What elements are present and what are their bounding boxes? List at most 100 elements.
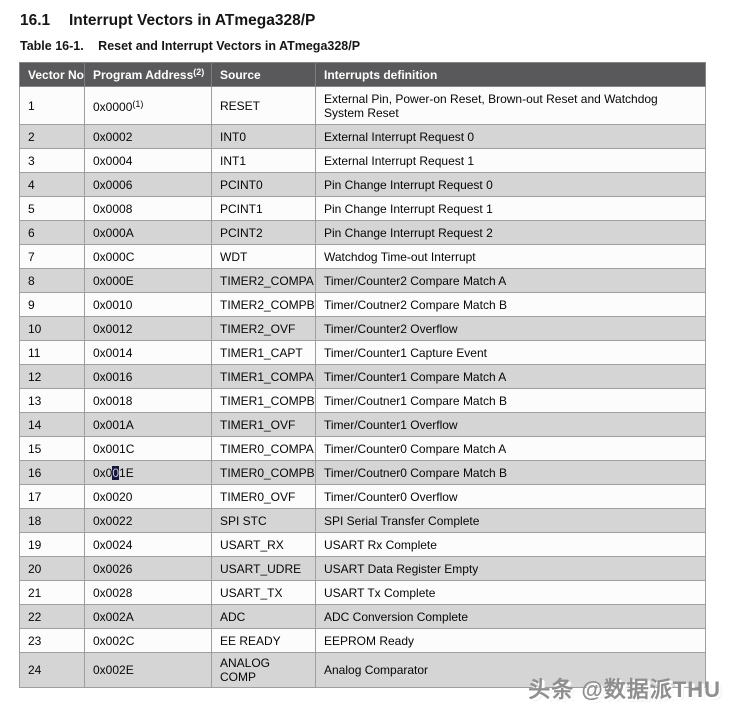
cell-program-address: 0x001C (84, 436, 212, 461)
cell-source: INT1 (211, 148, 316, 173)
cell-program-address: 0x0012 (84, 316, 212, 341)
cell-source: TIMER0_OVF (211, 484, 316, 509)
cell-source: TIMER2_COMPA (211, 268, 316, 293)
cell-vector-no: 17 (19, 484, 85, 509)
table-body: 1 0x0000(1) RESET External Pin, Power-on Re… (19, 86, 706, 688)
cell-source: ADC (211, 604, 316, 629)
table-header-row: Vector No Program Address(2) Source Interru… (19, 62, 706, 87)
cell-program-address: 0x000A (84, 220, 212, 245)
watermark: 头条 @数据派THU (528, 677, 721, 702)
cell-source: PCINT2 (211, 220, 316, 245)
cell-program-address: 0x002E (84, 652, 212, 688)
cell-program-address: 0x0022 (84, 508, 212, 533)
table-row: 1 0x0000(1) RESET External Pin, Power-on Re… (19, 86, 706, 125)
table-row: 15 0x001C TIMER0_COMPA Timer/Counter0 Compa… (19, 436, 706, 461)
table-row: 3 0x0004 INT1 External Interrupt Request 1 (19, 148, 706, 173)
table-row: 18 0x0022 SPI STC SPI Serial Transfer Compl… (19, 508, 706, 533)
cell-source: TIMER1_CAPT (211, 340, 316, 365)
cell-vector-no: 10 (19, 316, 85, 341)
cell-program-address: 0x0004 (84, 148, 212, 173)
cell-source: WDT (211, 244, 316, 269)
table-row: 24 0x002E ANALOG COMP Analog Comparator (19, 652, 706, 688)
table-row: 21 0x0028 USART_TX USART Tx Complete (19, 580, 706, 605)
table-row: 4 0x0006 PCINT0 Pin Change Interrupt Reques… (19, 172, 706, 197)
cell-interrupt-definition: Timer/Counter2 Compare Match A (315, 268, 706, 293)
cell-vector-no: 14 (19, 412, 85, 437)
cell-interrupt-definition: Timer/Counter2 Overflow (315, 316, 706, 341)
cell-vector-no: 7 (19, 244, 85, 269)
section-title: Interrupt Vectors in ATmega328/P (69, 12, 316, 29)
table-row: 20 0x0026 USART_UDRE USART Data Register Em… (19, 556, 706, 581)
cell-program-address: 0x000E (84, 268, 212, 293)
cell-interrupt-definition: Timer/Coutner2 Compare Match B (315, 292, 706, 317)
cell-source: RESET (211, 86, 316, 125)
cell-program-address: 0x0024 (84, 532, 212, 557)
cell-interrupt-definition: Timer/Counter1 Overflow (315, 412, 706, 437)
cell-vector-no: 1 (19, 86, 85, 125)
cell-interrupt-definition: ADC Conversion Complete (315, 604, 706, 629)
cell-interrupt-definition: Timer/Counter1 Compare Match A (315, 364, 706, 389)
cell-vector-no: 2 (19, 124, 85, 149)
cell-vector-no: 3 (19, 148, 85, 173)
cell-program-address: 0x000C (84, 244, 212, 269)
cell-source: USART_UDRE (211, 556, 316, 581)
table-row: 5 0x0008 PCINT1 Pin Change Interrupt Reques… (19, 196, 706, 221)
table-row: 6 0x000A PCINT2 Pin Change Interrupt Reques… (19, 220, 706, 245)
cell-source: TIMER1_COMPB (211, 388, 316, 413)
cell-interrupt-definition: USART Tx Complete (315, 580, 706, 605)
cell-program-address: 0x0028 (84, 580, 212, 605)
cell-vector-no: 9 (19, 292, 85, 317)
cell-source: PCINT1 (211, 196, 316, 221)
table-row: 11 0x0014 TIMER1_CAPT Timer/Counter1 Captur… (19, 340, 706, 365)
cell-interrupt-definition: Timer/Counter1 Capture Event (315, 340, 706, 365)
footnote-ref: (2) (193, 67, 205, 77)
interrupt-vectors-table: Vector No Program Address(2) Source Interru… (19, 62, 706, 688)
cell-vector-no: 21 (19, 580, 85, 605)
cell-program-address: 0x0010 (84, 292, 212, 317)
cell-vector-no: 8 (19, 268, 85, 293)
cell-source: TIMER0_COMPA (211, 436, 316, 461)
cell-interrupt-definition: Timer/Coutner1 Compare Match B (315, 388, 706, 413)
cell-vector-no: 22 (19, 604, 85, 629)
cell-interrupt-definition: External Pin, Power-on Reset, Brown-out … (315, 86, 706, 125)
table-caption: Table 16-1. Reset and Interrupt Vectors … (20, 39, 360, 53)
table-row: 23 0x002C EE READY EEPROM Ready (19, 628, 706, 653)
cell-interrupt-definition: USART Data Register Empty (315, 556, 706, 581)
cell-source: TIMER2_COMPB (211, 292, 316, 317)
cell-program-address: 0x0026 (84, 556, 212, 581)
cell-program-address: 0x001A (84, 412, 212, 437)
cell-program-address: 0x002C (84, 628, 212, 653)
cell-program-address: 0x002A (84, 604, 212, 629)
cell-vector-no: 19 (19, 532, 85, 557)
column-header-source: Source (211, 62, 316, 87)
cell-source: TIMER1_OVF (211, 412, 316, 437)
table-row: 12 0x0016 TIMER1_COMPA Timer/Counter1 Compa… (19, 364, 706, 389)
table-row: 9 0x0010 TIMER2_COMPB Timer/Coutner2 Compar… (19, 292, 706, 317)
table-row: 13 0x0018 TIMER1_COMPB Timer/Coutner1 Compa… (19, 388, 706, 413)
cell-interrupt-definition: Analog Comparator (315, 652, 706, 688)
cell-source: PCINT0 (211, 172, 316, 197)
table-row: 10 0x0012 TIMER2_OVF Timer/Counter2 Overflo… (19, 316, 706, 341)
table-row: 19 0x0024 USART_RX USART Rx Complete (19, 532, 706, 557)
cell-vector-no: 15 (19, 436, 85, 461)
table-row: 2 0x0002 INT0 External Interrupt Request 0 (19, 124, 706, 149)
cell-interrupt-definition: EEPROM Ready (315, 628, 706, 653)
cell-program-address: 0x0020 (84, 484, 212, 509)
section-heading: 16.1 Interrupt Vectors in ATmega328/P (20, 12, 315, 30)
table-caption-label: Table 16-1. (20, 39, 84, 53)
cell-interrupt-definition: Pin Change Interrupt Request 2 (315, 220, 706, 245)
cell-program-address: 0x0006 (84, 172, 212, 197)
column-header-interrupts-definition: Interrupts definition (315, 62, 706, 87)
table-caption-text: Reset and Interrupt Vectors in ATmega328… (98, 39, 361, 53)
cell-source: EE READY (211, 628, 316, 653)
column-header-program-address: Program Address(2) (84, 62, 212, 87)
cell-source: TIMER0_COMPB (211, 460, 316, 485)
selected-character: 0 (112, 465, 120, 480)
cell-interrupt-definition: Timer/Counter0 Compare Match A (315, 436, 706, 461)
cell-source: ANALOG COMP (211, 652, 316, 688)
section-number: 16.1 (20, 12, 51, 29)
table-row: 16 0x001E TIMER0_COMPB Timer/Coutner0 Compa… (19, 460, 706, 485)
cell-interrupt-definition: Timer/Counter0 Overflow (315, 484, 706, 509)
cell-program-address: 0x001E (84, 460, 212, 485)
